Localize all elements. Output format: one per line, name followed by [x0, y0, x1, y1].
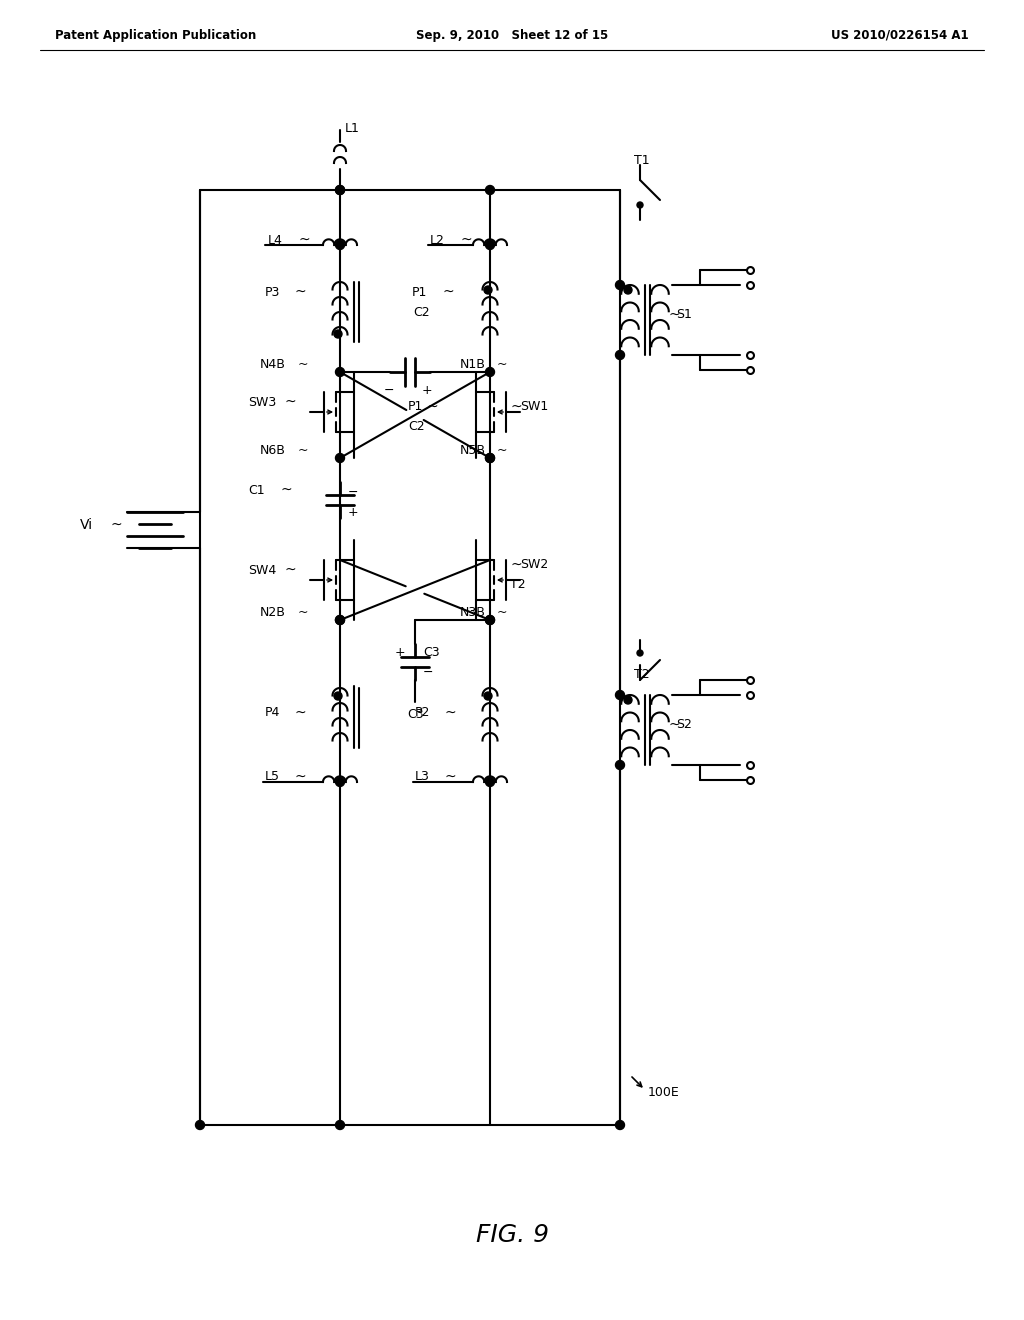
Text: T2: T2: [634, 668, 649, 681]
Text: C1: C1: [248, 483, 264, 496]
Text: S1: S1: [676, 309, 692, 322]
Text: −: −: [348, 486, 358, 499]
Text: Vi: Vi: [80, 517, 93, 532]
Text: SW1: SW1: [520, 400, 548, 413]
Circle shape: [336, 454, 344, 462]
Text: ~: ~: [668, 308, 680, 322]
Text: ~: ~: [497, 358, 508, 371]
Text: +: +: [348, 506, 358, 519]
Text: N3B: N3B: [460, 606, 485, 619]
Text: −: −: [384, 384, 394, 396]
Text: ~: ~: [445, 706, 457, 719]
Circle shape: [334, 692, 342, 700]
Text: ~: ~: [497, 606, 508, 619]
Circle shape: [485, 777, 495, 787]
Text: ~: ~: [497, 444, 508, 457]
Circle shape: [485, 367, 495, 376]
Text: S2: S2: [676, 718, 692, 731]
Text: ~: ~: [426, 400, 437, 414]
Circle shape: [484, 286, 492, 294]
Text: C3: C3: [423, 645, 439, 659]
Text: C2: C2: [413, 305, 430, 318]
Circle shape: [485, 186, 495, 194]
Text: ~: ~: [442, 285, 454, 300]
Text: Patent Application Publication: Patent Application Publication: [55, 29, 256, 41]
Circle shape: [336, 777, 344, 787]
Circle shape: [336, 240, 344, 249]
Circle shape: [615, 690, 625, 700]
Circle shape: [485, 615, 495, 624]
Text: L4: L4: [268, 234, 283, 247]
Circle shape: [637, 649, 643, 656]
Text: P1: P1: [408, 400, 423, 413]
Circle shape: [336, 186, 344, 194]
Circle shape: [336, 367, 344, 376]
Circle shape: [485, 240, 495, 249]
Circle shape: [485, 454, 495, 462]
Circle shape: [485, 454, 495, 462]
Text: 100E: 100E: [648, 1085, 680, 1098]
Text: ~: ~: [295, 285, 306, 300]
Text: ~: ~: [510, 400, 521, 414]
Text: ~: ~: [445, 770, 457, 784]
Text: N1B: N1B: [460, 358, 485, 371]
Circle shape: [637, 202, 643, 209]
Text: C3: C3: [407, 708, 424, 721]
Text: P4: P4: [265, 706, 281, 719]
Text: ~: ~: [295, 770, 306, 784]
Text: N6B: N6B: [260, 444, 286, 457]
Text: L1: L1: [345, 121, 359, 135]
Text: US 2010/0226154 A1: US 2010/0226154 A1: [831, 29, 969, 41]
Text: L3: L3: [415, 771, 430, 784]
Circle shape: [624, 696, 632, 704]
Text: ~: ~: [298, 606, 308, 619]
Text: C2: C2: [408, 421, 425, 433]
Circle shape: [615, 1121, 625, 1130]
Circle shape: [336, 1121, 344, 1130]
Text: FIG. 9: FIG. 9: [475, 1224, 549, 1247]
Circle shape: [336, 615, 344, 624]
Text: ~: ~: [284, 395, 296, 409]
Circle shape: [615, 351, 625, 359]
Text: +: +: [422, 384, 432, 396]
Circle shape: [336, 615, 344, 624]
Text: ~: ~: [510, 558, 521, 572]
Text: N2B: N2B: [260, 606, 286, 619]
Circle shape: [615, 760, 625, 770]
Text: SW4: SW4: [248, 564, 276, 577]
Text: L5: L5: [265, 771, 280, 784]
Text: SW2: SW2: [520, 558, 548, 572]
Text: +: +: [395, 645, 406, 659]
Text: ~: ~: [298, 358, 308, 371]
Text: P2: P2: [415, 706, 430, 719]
Text: ~: ~: [295, 706, 306, 719]
Circle shape: [624, 286, 632, 294]
Text: ~: ~: [298, 234, 309, 247]
Text: L2: L2: [430, 234, 444, 247]
Circle shape: [484, 692, 492, 700]
Circle shape: [336, 186, 344, 194]
Text: ~: ~: [298, 444, 308, 457]
Text: ~: ~: [281, 483, 293, 498]
Text: SW3: SW3: [248, 396, 276, 408]
Text: N5B: N5B: [460, 444, 486, 457]
Text: ~: ~: [110, 517, 122, 532]
Text: T2: T2: [510, 578, 525, 591]
Text: N4B: N4B: [260, 358, 286, 371]
Text: Sep. 9, 2010   Sheet 12 of 15: Sep. 9, 2010 Sheet 12 of 15: [416, 29, 608, 41]
Text: P1: P1: [412, 285, 427, 298]
Text: P3: P3: [265, 285, 281, 298]
Circle shape: [615, 281, 625, 289]
Text: T1: T1: [634, 153, 649, 166]
Text: ~: ~: [284, 564, 296, 577]
Circle shape: [485, 615, 495, 624]
Text: ~: ~: [668, 718, 680, 733]
Text: ~: ~: [460, 234, 472, 247]
Circle shape: [334, 330, 342, 338]
Circle shape: [196, 1121, 205, 1130]
Text: −: −: [423, 665, 433, 678]
